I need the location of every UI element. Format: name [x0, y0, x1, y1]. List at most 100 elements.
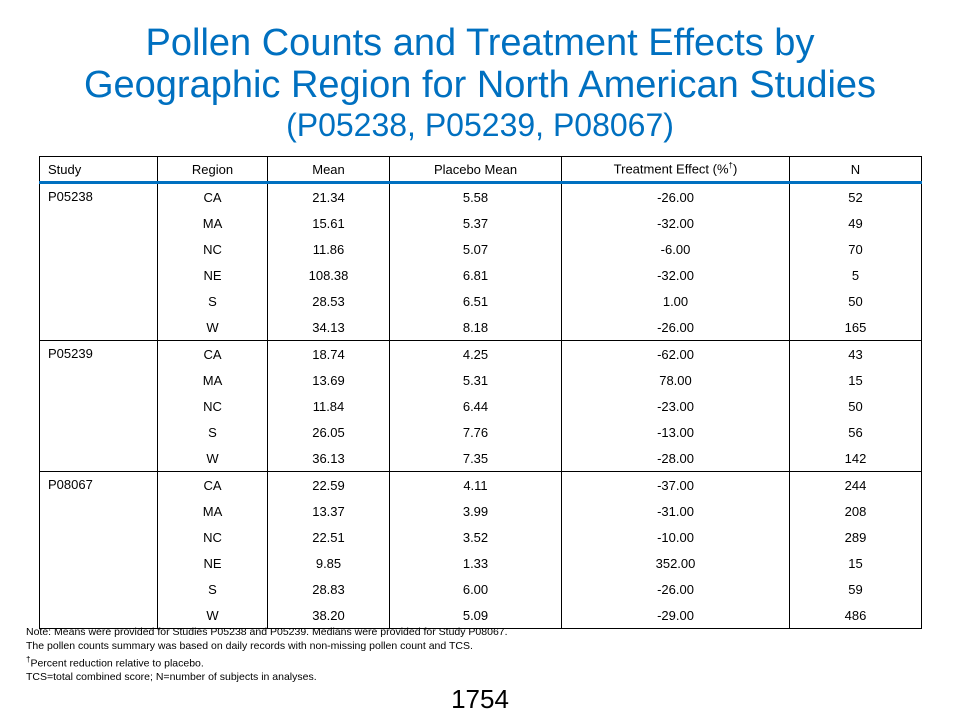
- table-row: MA 13.69 5.31 78.00 15: [40, 367, 922, 393]
- cell-placebo-mean: 7.76: [389, 419, 562, 445]
- table-row: S 26.05 7.76 -13.00 56: [40, 419, 922, 445]
- cell-placebo-mean: 6.00: [389, 576, 562, 602]
- cell-n: 165: [789, 314, 922, 341]
- footnote-3: †Percent reduction relative to placebo.: [26, 653, 508, 671]
- header-mean: Mean: [267, 156, 390, 184]
- cell-treatment-effect: -26.00: [561, 314, 790, 341]
- table-row: P05239 CA 18.74 4.25 -62.00 43: [39, 340, 922, 472]
- cell-mean: 18.74: [267, 340, 390, 367]
- cell-treatment-effect: 352.00: [561, 550, 790, 576]
- title-line-1: Pollen Counts and Treatment Effects by: [145, 22, 815, 64]
- cell-treatment-effect: -26.00: [561, 576, 790, 602]
- cell-region: S: [157, 419, 268, 445]
- cell-mean: 15.61: [267, 210, 390, 236]
- cell-mean: 9.85: [267, 550, 390, 576]
- table-row: NC 22.51 3.52 -10.00 289: [40, 524, 922, 550]
- cell-treatment-effect: -6.00: [561, 236, 790, 262]
- cell-treatment-effect: -31.00: [561, 498, 790, 524]
- cell-mean: 22.51: [267, 524, 390, 550]
- cell-n: 5: [789, 262, 922, 288]
- cell-mean: 38.20: [267, 602, 390, 629]
- cell-placebo-mean: 7.35: [389, 445, 562, 472]
- cell-mean: 26.05: [267, 419, 390, 445]
- cell-region: NC: [157, 393, 268, 419]
- header-treatment-effect-label: Treatment Effect (%: [613, 161, 729, 177]
- cell-n: 15: [789, 367, 922, 393]
- cell-region: W: [157, 314, 268, 341]
- cell-region: MA: [157, 367, 268, 393]
- cell-mean: 13.69: [267, 367, 390, 393]
- cell-n: 50: [789, 288, 922, 314]
- cell-region: NC: [157, 236, 268, 262]
- cell-treatment-effect: 1.00: [561, 288, 790, 314]
- table-row: P08067 CA 22.59 4.11 -37.00 244: [39, 471, 922, 629]
- cell-n: 59: [789, 576, 922, 602]
- cell-treatment-effect: -26.00: [561, 182, 790, 210]
- table-row: W 38.20 5.09 -29.00 486: [40, 602, 922, 629]
- cell-n: 142: [789, 445, 922, 472]
- cell-n: 56: [789, 419, 922, 445]
- cell-region: NC: [157, 524, 268, 550]
- cell-mean: 21.34: [267, 182, 390, 210]
- table-row: S 28.53 6.51 1.00 50: [40, 288, 922, 314]
- cell-treatment-effect: -10.00: [561, 524, 790, 550]
- cell-treatment-effect: -62.00: [561, 340, 790, 367]
- table-header-row: Study Region Mean Placebo Mean Treatment…: [39, 156, 922, 184]
- cell-n: 70: [789, 236, 922, 262]
- cell-placebo-mean: 3.99: [389, 498, 562, 524]
- cell-placebo-mean: 3.52: [389, 524, 562, 550]
- cell-placebo-mean: 5.07: [389, 236, 562, 262]
- cell-mean: 11.84: [267, 393, 390, 419]
- cell-study: P08067: [39, 471, 158, 629]
- cell-placebo-mean: 5.31: [389, 367, 562, 393]
- footnote-4: TCS=total combined score; N=number of su…: [26, 671, 317, 683]
- footnotes: Note: Means were provided for Studies P0…: [26, 626, 508, 685]
- cell-mean: 11.86: [267, 236, 390, 262]
- table-row: NE 9.85 1.33 352.00 15: [40, 550, 922, 576]
- cell-region: NE: [157, 262, 268, 288]
- cell-region: MA: [157, 498, 268, 524]
- cell-n: 50: [789, 393, 922, 419]
- pollen-treatment-table: Study Region Mean Placebo Mean Treatment…: [39, 156, 922, 629]
- cell-treatment-effect: -32.00: [561, 262, 790, 288]
- title-line-3: (P05238, P05239, P08067): [286, 107, 674, 143]
- table-row: NC 11.86 5.07 -6.00 70: [40, 236, 922, 262]
- cell-placebo-mean: 4.11: [389, 471, 562, 498]
- cell-region: CA: [157, 182, 268, 210]
- table-row: NE 108.38 6.81 -32.00 5: [40, 262, 922, 288]
- table-row: W 34.13 8.18 -26.00 165: [40, 314, 922, 341]
- cell-study: P05238: [39, 182, 158, 341]
- footnote-dagger: †: [26, 655, 31, 664]
- cell-region: S: [157, 576, 268, 602]
- cell-placebo-mean: 5.09: [389, 602, 562, 629]
- table-row: MA 13.37 3.99 -31.00 208: [40, 498, 922, 524]
- data-table-container: Study Region Mean Placebo Mean Treatment…: [39, 156, 922, 629]
- table-body: P05238 CA 21.34 5.58 -26.00 52 MA 15.61 5.37 -32.…: [39, 182, 922, 629]
- cell-treatment-effect: -13.00: [561, 419, 790, 445]
- footnote-2: The pollen counts summary was based on d…: [26, 639, 473, 652]
- table-row: P05238 CA 21.34 5.58 -26.00 52: [39, 182, 922, 341]
- table-row: S 28.83 6.00 -26.00 59: [40, 576, 922, 602]
- cell-n: 244: [789, 471, 922, 498]
- slide-title: Pollen Counts and Treatment Effects by G…: [0, 22, 960, 144]
- header-treatment-effect: Treatment Effect (%†): [561, 156, 790, 184]
- cell-placebo-mean: 6.81: [389, 262, 562, 288]
- cell-mean: 108.38: [267, 262, 390, 288]
- cell-treatment-effect: -28.00: [561, 445, 790, 472]
- cell-mean: 28.83: [267, 576, 390, 602]
- cell-placebo-mean: 4.25: [389, 340, 562, 367]
- table-row: MA 15.61 5.37 -32.00 49: [40, 210, 922, 236]
- cell-region: W: [157, 602, 268, 629]
- cell-study: P05239: [39, 340, 158, 472]
- cell-n: 52: [789, 182, 922, 210]
- cell-region: S: [157, 288, 268, 314]
- cell-n: 289: [789, 524, 922, 550]
- cell-treatment-effect: -29.00: [561, 602, 790, 629]
- cell-placebo-mean: 6.44: [389, 393, 562, 419]
- cell-n: 208: [789, 498, 922, 524]
- cell-mean: 36.13: [267, 445, 390, 472]
- header-treatment-effect-close: ): [732, 161, 738, 177]
- header-region: Region: [157, 156, 268, 184]
- cell-mean: 22.59: [267, 471, 390, 498]
- table-row: NC 11.84 6.44 -23.00 50: [40, 393, 922, 419]
